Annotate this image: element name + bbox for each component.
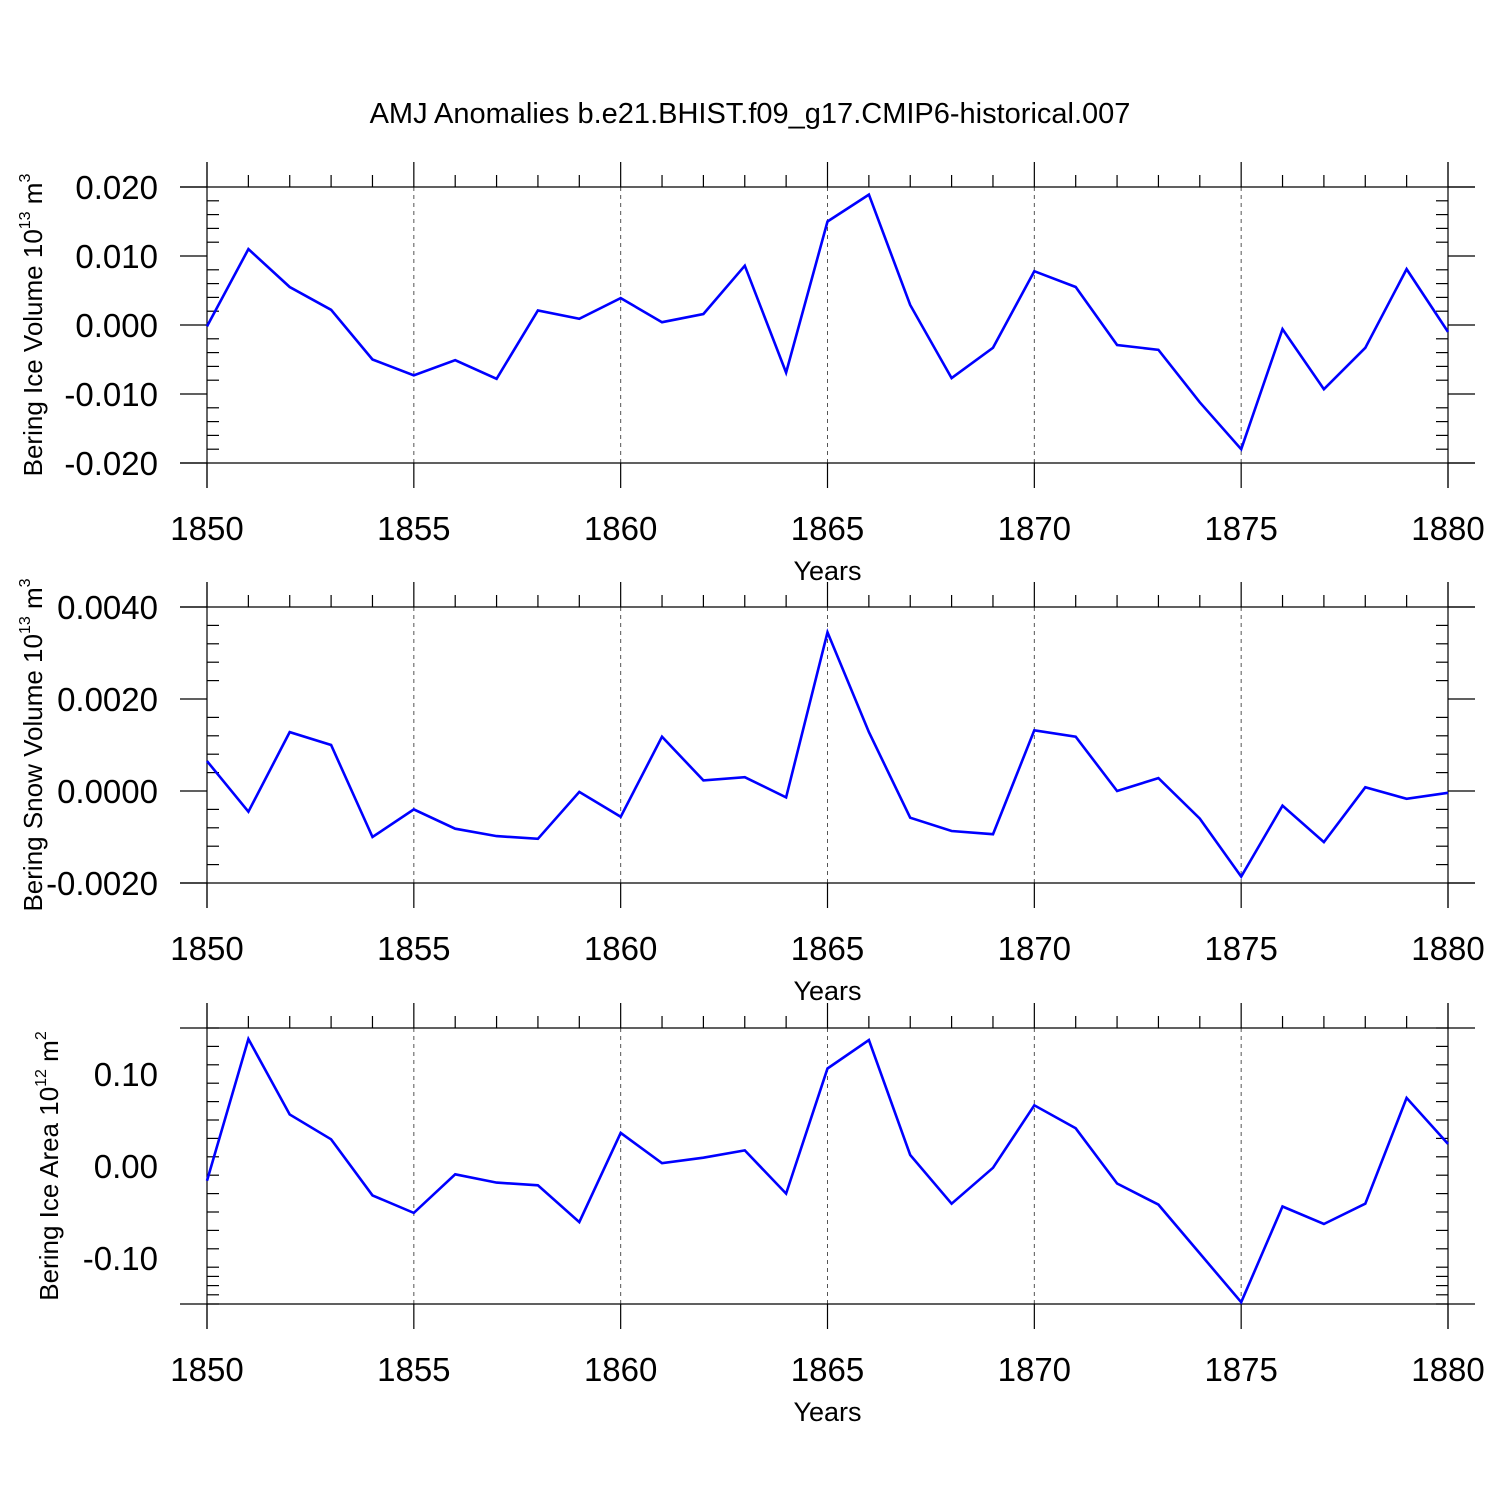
- y-axis-label-unit-exponent: 3: [17, 174, 34, 183]
- x-axis-label: Years: [793, 1397, 861, 1427]
- x-tick-label-1875: 1875: [1204, 1351, 1277, 1388]
- y-axis-label-unit: m: [18, 183, 48, 212]
- x-tick-label-1880: 1880: [1411, 1351, 1484, 1388]
- y-axis-label-unit: m: [18, 587, 48, 616]
- chart-panel-1: -0.020 -0.010 0.000 0.010 0.020 1850 1855 1860 1…: [17, 162, 1485, 586]
- x-tick-label-1870: 1870: [998, 510, 1071, 547]
- y-axis-label-exponent: 13: [17, 616, 34, 634]
- x-tick-label-1880: 1880: [1411, 930, 1484, 967]
- y-axis-label: Bering Snow Volume 1013 m3: [17, 578, 48, 911]
- x-tick-label-1870: 1870: [998, 1351, 1071, 1388]
- y-tick-label: -0.010: [64, 376, 158, 413]
- y-axis-label-text: Bering Ice Volume 10: [18, 229, 48, 476]
- y-tick-label: -0.10: [83, 1240, 158, 1277]
- y-tick-label: -0.020: [64, 445, 158, 482]
- y-axis-label-unit-exponent: 2: [33, 1031, 50, 1040]
- y-tick-label: 0.10: [94, 1056, 158, 1093]
- y-axis-label-text: Bering Snow Volume 10: [18, 634, 48, 912]
- x-tick-label-1880: 1880: [1411, 510, 1484, 547]
- y-tick-label: -0.0020: [46, 865, 158, 902]
- y-axis-label-text: Bering Ice Area 10: [34, 1087, 64, 1301]
- x-tick-label-1860: 1860: [584, 930, 657, 967]
- y-axis-label: Bering Ice Volume 1013 m3: [17, 174, 48, 477]
- y-tick-label: 0.010: [75, 238, 158, 275]
- y-tick-label: 0.000: [75, 307, 158, 344]
- x-tick-label-1850: 1850: [170, 930, 243, 967]
- x-axis-label: Years: [793, 976, 861, 1006]
- chart-panel-2: -0.0020 0.0000 0.0020 0.0040 1850 1855 1860 186…: [17, 578, 1485, 1006]
- x-tick-label-1855: 1855: [377, 1351, 450, 1388]
- x-tick-label-1860: 1860: [584, 510, 657, 547]
- y-axis-label-exponent: 12: [33, 1069, 50, 1087]
- y-tick-label: 0.0040: [57, 589, 158, 626]
- y-tick-label: 0.00: [94, 1148, 158, 1185]
- y-tick-label: 0.0000: [57, 773, 158, 810]
- x-tick-label-1865: 1865: [791, 510, 864, 547]
- x-tick-label-1865: 1865: [791, 1351, 864, 1388]
- x-axis-label: Years: [793, 556, 861, 586]
- x-tick-label-1875: 1875: [1204, 510, 1277, 547]
- x-tick-label-1855: 1855: [377, 930, 450, 967]
- figure-title: AMJ Anomalies b.e21.BHIST.f09_g17.CMIP6-…: [370, 98, 1131, 130]
- x-tick-label-1850: 1850: [170, 510, 243, 547]
- y-tick-label: 0.0020: [57, 681, 158, 718]
- chart-panel-3: -0.10 0.00 0.10 1850 1855 1860 1865 1870 1875 188…: [33, 1003, 1485, 1427]
- x-tick-label-1850: 1850: [170, 1351, 243, 1388]
- y-axis-label-unit-exponent: 3: [17, 578, 34, 587]
- y-tick-label: 0.020: [75, 169, 158, 206]
- y-axis-label: Bering Ice Area 1012 m2: [33, 1031, 64, 1301]
- x-tick-label-1855: 1855: [377, 510, 450, 547]
- x-tick-label-1860: 1860: [584, 1351, 657, 1388]
- x-tick-label-1870: 1870: [998, 930, 1071, 967]
- x-tick-label-1865: 1865: [791, 930, 864, 967]
- x-tick-label-1875: 1875: [1204, 930, 1277, 967]
- y-axis-label-unit: m: [34, 1040, 64, 1069]
- y-axis-label-exponent: 13: [17, 211, 34, 229]
- panels-container: -0.020 -0.010 0.000 0.010 0.020 1850 1855 1860 1…: [17, 162, 1485, 1427]
